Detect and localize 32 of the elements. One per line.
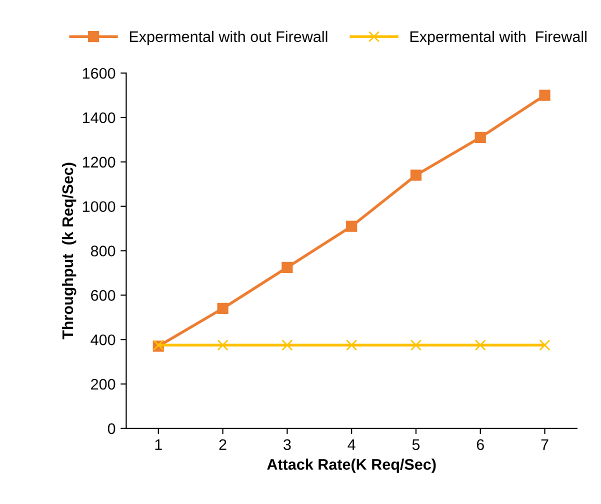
x-tick-label: 4	[348, 439, 356, 450]
point	[539, 90, 550, 101]
point	[217, 340, 228, 351]
point	[410, 340, 422, 351]
x-tick-label: 2	[219, 439, 226, 450]
y-tick-label: 0	[108, 423, 116, 434]
y-tick-label: 600	[91, 290, 116, 301]
point	[539, 340, 550, 351]
x-tick-label: 3	[284, 439, 291, 450]
x-tick-label: 1	[155, 439, 162, 450]
x-tick-label: 6	[476, 439, 484, 450]
legend-label: Expermental with Firewall	[410, 30, 586, 46]
x-axis-title: Attack Rate(K Req/Sec)	[267, 458, 436, 473]
point	[346, 220, 358, 232]
point	[217, 302, 228, 314]
point	[282, 262, 293, 273]
y-tick-label: 1200	[82, 156, 116, 168]
point	[410, 170, 422, 181]
point	[282, 340, 293, 351]
y-tick-label: 1600	[82, 68, 116, 79]
y-tick-label: 800	[90, 246, 116, 256]
point	[474, 340, 486, 351]
y-axis-title: Throughput (k Req/Sec)	[62, 162, 76, 340]
legend-label: Expermental with out Firewall	[130, 30, 328, 46]
y-tick-label: 400	[90, 334, 116, 346]
y-tick-label: 1400	[82, 112, 116, 124]
y-tick-label: 200	[91, 378, 116, 390]
point	[346, 340, 358, 351]
y-tick-label: 1000	[82, 201, 116, 212]
point	[474, 132, 486, 144]
x-tick-label: 7	[541, 439, 548, 450]
x-tick-label: 5	[412, 439, 420, 450]
